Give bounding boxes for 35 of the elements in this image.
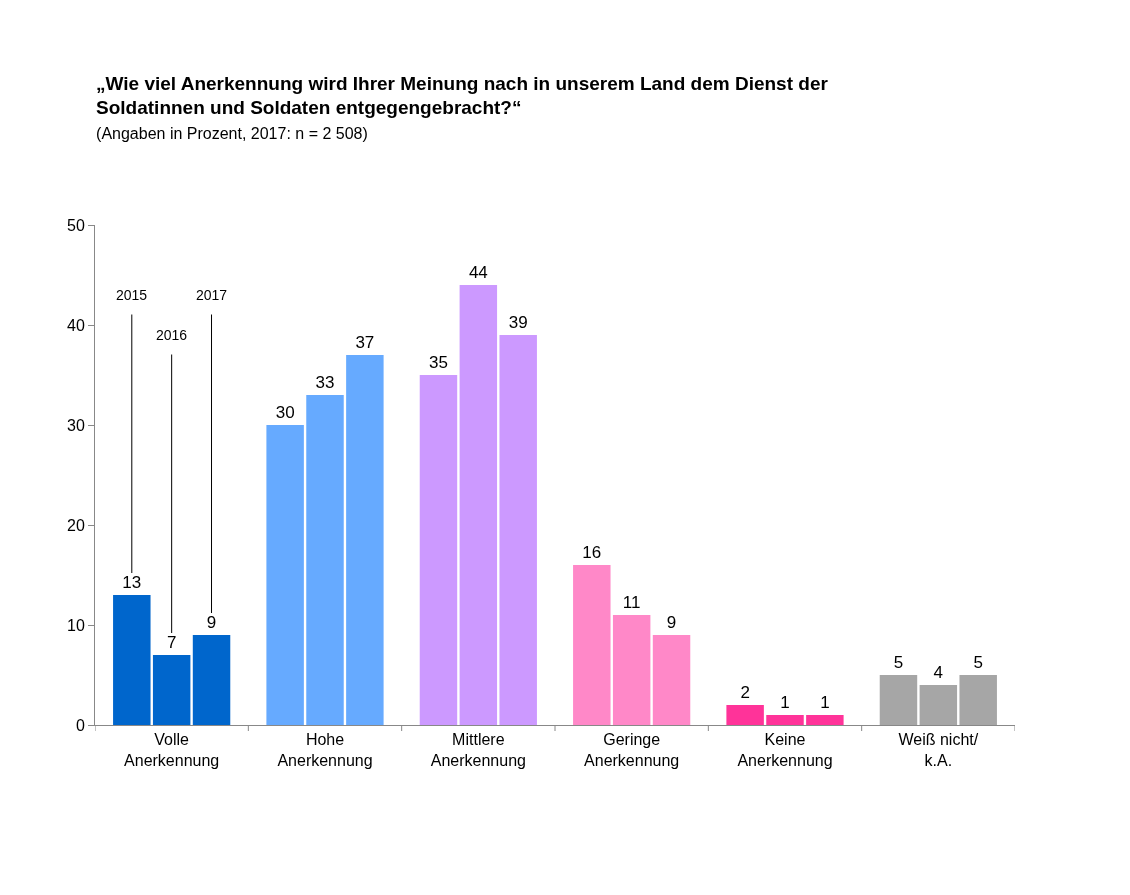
chart-subtitle: (Angaben in Prozent, 2017: n = 2 508) [96,124,368,142]
data-label: 1 [780,693,790,712]
y-tick-label: 50 [67,216,85,234]
data-label: 9 [206,613,217,632]
data-label: 1 [820,693,830,712]
data-label: 11 [622,593,641,612]
data-label: 33 [315,373,335,392]
data-label: 9 [666,613,677,632]
data-label: 16 [582,543,602,562]
data-label: 13 [122,573,142,592]
data-label: 4 [933,663,944,682]
data-label: 5 [973,653,983,672]
data-label: 2 [740,683,750,702]
data-label: 30 [275,403,295,422]
text: 2015 [116,287,148,303]
data-label: 37 [355,333,375,352]
x-tick-label: Mittlere Anerkennung [430,731,526,769]
text: 2016 [156,327,188,343]
chart-title: „Wie viel Anerkennung wird Ihrer Meinung nach in unserem Land dem Dienst der Soldatinnen und Soldaten entgegengebracht?“ [96,72,829,119]
x-tick-label: Weiß nicht/ k.A. [898,731,979,769]
y-tick-label: 40 [67,316,85,334]
x-tick-label: Keine Anerkennung [737,731,833,769]
data-label: 39 [508,313,528,332]
x-tick-label: Geringe Anerkennung [584,731,680,769]
x-tick-label: Volle Anerkennung [124,731,220,769]
data-label: 44 [468,263,488,282]
x-tick-label: Hohe Anerkennung [277,731,373,769]
y-tick-label: 10 [67,616,85,634]
y-tick-label: 0 [75,716,85,734]
y-tick-label: 20 [67,516,85,534]
data-label: 7 [166,633,177,652]
text: 2017 [196,287,228,303]
data-label: 5 [893,653,904,672]
y-tick-label: 30 [67,416,85,434]
data-label: 35 [429,353,448,372]
